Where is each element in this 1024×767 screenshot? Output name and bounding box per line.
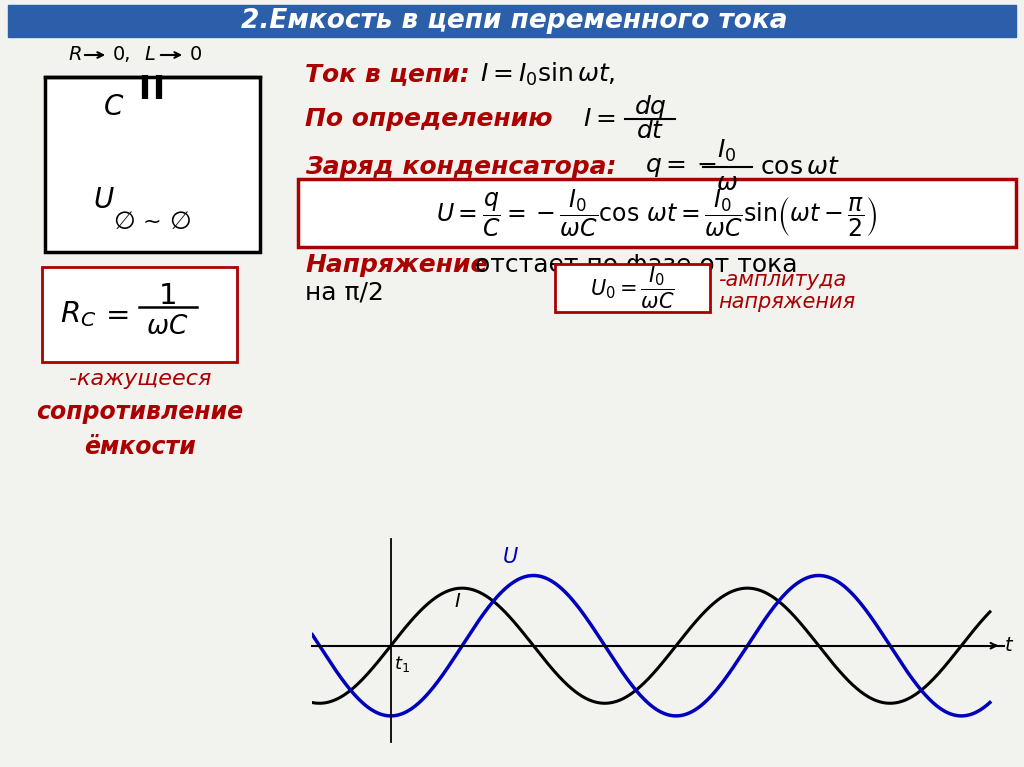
Text: $C$: $C$: [103, 93, 125, 121]
Text: 0,: 0,: [113, 45, 131, 64]
Text: Ток в цепи:: Ток в цепи:: [305, 62, 470, 86]
Text: ~: ~: [142, 212, 162, 232]
Text: $L$: $L$: [144, 45, 156, 64]
Text: $\omega C$: $\omega C$: [145, 314, 188, 340]
Text: Заряд конденсатора:: Заряд конденсатора:: [305, 155, 616, 179]
Text: $q = -$: $q = -$: [645, 155, 717, 179]
Bar: [298, 179, 1016, 247]
Text: $t_1$: $t_1$: [394, 654, 410, 674]
Text: отстает по фазе от тока: отстает по фазе от тока: [467, 253, 798, 277]
Text: 0: 0: [190, 45, 203, 64]
Text: $\cos \omega t$: $\cos \omega t$: [760, 155, 840, 179]
Text: $U$: $U$: [93, 186, 115, 214]
Text: $\emptyset$: $\emptyset$: [169, 210, 190, 234]
Text: $I$: $I$: [454, 591, 461, 611]
Text: $=$: $=$: [100, 300, 129, 328]
Bar: [45, 77, 260, 252]
Text: $R$: $R$: [69, 45, 82, 64]
Text: $R_C$: $R_C$: [60, 299, 96, 329]
Text: $U = \dfrac{q}{C} = -\dfrac{I_0}{\omega C}\cos\,\omega t = \dfrac{I_0}{\omega C}: $U = \dfrac{q}{C} = -\dfrac{I_0}{\omega …: [436, 187, 878, 239]
Text: $I =$: $I =$: [583, 107, 615, 131]
Bar: [8, 5, 1016, 37]
Bar: [42, 267, 237, 362]
Bar: [555, 264, 710, 312]
Text: $\emptyset$: $\emptyset$: [113, 210, 135, 234]
Text: $U_0 = \dfrac{I_0}{\omega C}$: $U_0 = \dfrac{I_0}{\omega C}$: [590, 265, 675, 311]
Text: $I = I_0 \sin \omega t,$: $I = I_0 \sin \omega t,$: [480, 61, 615, 87]
Text: $dt$: $dt$: [636, 119, 665, 143]
Text: сопротивление: сопротивление: [37, 400, 244, 424]
Text: ёмкости: ёмкости: [84, 435, 196, 459]
Text: $U$: $U$: [503, 547, 519, 567]
Text: $\omega$: $\omega$: [716, 171, 738, 195]
Text: $1$: $1$: [158, 282, 176, 310]
Text: напряжения: напряжения: [718, 292, 855, 312]
Text: на π/2: на π/2: [305, 280, 384, 304]
Text: По определению: По определению: [305, 107, 553, 131]
Text: 2.Емкость в цепи переменного тока: 2.Емкость в цепи переменного тока: [241, 8, 787, 34]
Text: -кажущееся: -кажущееся: [69, 369, 211, 389]
Text: $dq$: $dq$: [634, 93, 667, 121]
Text: $I_0$: $I_0$: [718, 138, 736, 164]
Text: $t$: $t$: [1004, 636, 1014, 655]
Text: -амплитуда: -амплитуда: [718, 270, 846, 290]
Text: Напряжение: Напряжение: [305, 253, 487, 277]
